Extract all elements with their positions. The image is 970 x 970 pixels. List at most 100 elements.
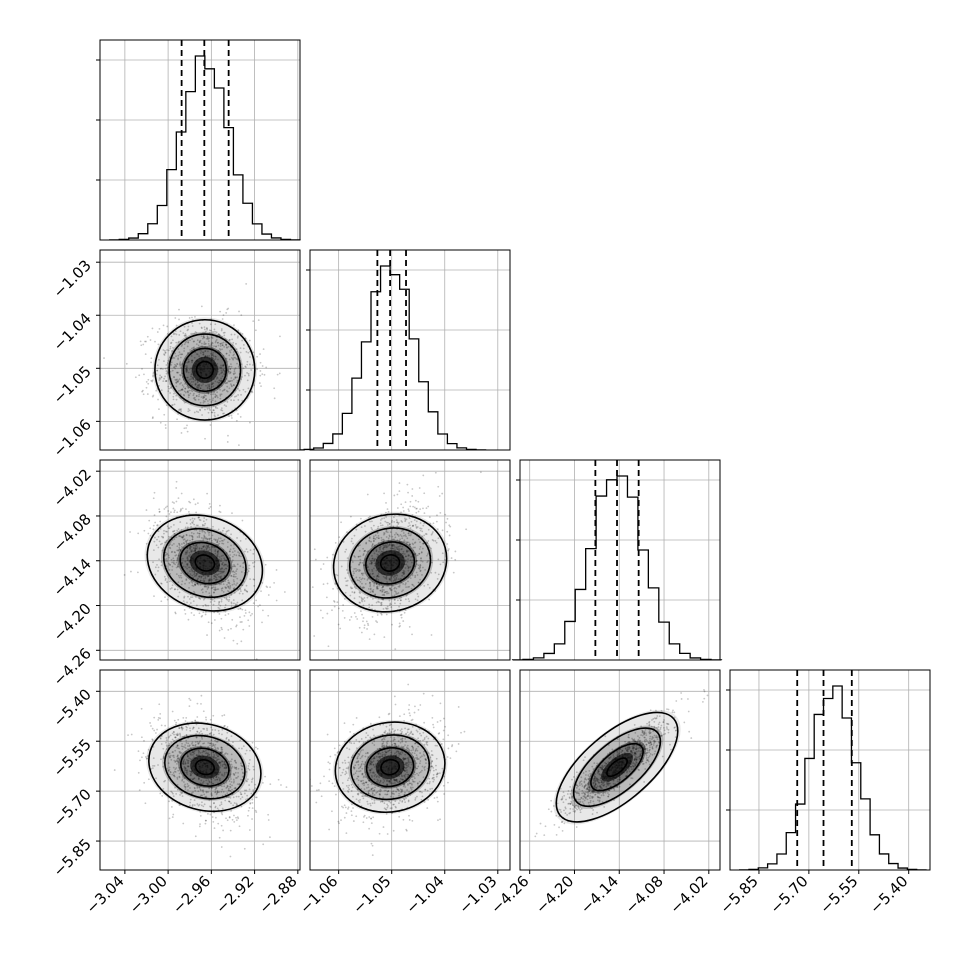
scatter-point xyxy=(198,518,201,521)
scatter-point xyxy=(203,728,206,730)
scatter-point xyxy=(193,614,195,617)
scatter-point xyxy=(198,341,201,344)
scatter-point xyxy=(192,756,195,758)
scatter-point xyxy=(174,588,177,591)
scatter-point xyxy=(393,587,396,590)
scatter-point xyxy=(198,340,201,343)
scatter-point xyxy=(409,500,412,503)
scatter-point xyxy=(200,396,203,398)
scatter-point xyxy=(247,767,250,770)
scatter-point xyxy=(397,578,400,581)
scatter-point xyxy=(187,341,190,344)
scatter-point xyxy=(168,569,171,571)
scatter-point xyxy=(248,806,251,809)
scatter-point xyxy=(344,591,347,594)
scatter-point xyxy=(233,580,235,583)
scatter-point xyxy=(233,370,236,373)
scatter-point xyxy=(358,570,360,573)
scatter-point xyxy=(166,530,168,533)
scatter-point xyxy=(404,520,407,523)
scatter-point xyxy=(210,739,213,742)
scatter-point xyxy=(168,556,170,559)
scatter-point xyxy=(191,741,194,744)
scatter-point xyxy=(372,771,375,774)
scatter-point xyxy=(199,752,202,754)
scatter-point xyxy=(247,351,250,354)
scatter-point xyxy=(232,351,235,353)
scatter-point xyxy=(142,393,145,396)
scatter-point xyxy=(210,733,213,736)
scatter-point xyxy=(189,777,192,780)
scatter-point xyxy=(409,782,411,785)
scatter-point xyxy=(229,829,232,832)
scatter-point xyxy=(222,561,224,564)
scatter-point xyxy=(251,818,253,820)
scatter-point xyxy=(185,734,188,737)
scatter-point xyxy=(152,757,155,759)
scatter-point xyxy=(225,352,228,355)
scatter-point xyxy=(190,550,193,553)
scatter-point xyxy=(159,737,162,739)
scatter-point xyxy=(201,794,204,797)
scatter-point xyxy=(202,334,205,337)
scatter-point xyxy=(169,564,172,566)
scatter-point xyxy=(383,517,386,520)
scatter-point xyxy=(197,778,200,781)
scatter-point xyxy=(255,811,258,813)
scatter-point xyxy=(205,549,208,552)
scatter-point xyxy=(176,378,178,381)
scatter-point xyxy=(165,364,168,366)
scatter-point xyxy=(176,755,179,757)
scatter-point xyxy=(236,362,238,365)
scatter-point xyxy=(198,383,201,386)
scatter-point xyxy=(206,540,209,543)
scatter-point xyxy=(360,764,363,766)
scatter-point xyxy=(230,602,233,605)
scatter-point xyxy=(170,525,172,528)
scatter-point xyxy=(374,538,377,540)
scatter-point xyxy=(183,394,186,397)
scatter-point xyxy=(194,379,197,382)
scatter-point xyxy=(191,538,194,541)
scatter-point xyxy=(394,546,396,548)
scatter-point xyxy=(187,748,189,750)
scatter-point xyxy=(214,788,217,791)
scatter-point xyxy=(158,540,161,543)
hist-panel-2 xyxy=(511,459,723,661)
scatter-point xyxy=(186,563,189,566)
scatter-point xyxy=(352,574,354,577)
scatter-point xyxy=(217,758,220,761)
scatter-point xyxy=(190,747,193,750)
scatter-point xyxy=(216,747,219,749)
scatter-point xyxy=(214,586,217,589)
scatter-point xyxy=(236,537,238,539)
scatter-point xyxy=(166,598,169,601)
scatter-point xyxy=(236,776,238,779)
scatter-point xyxy=(364,795,366,797)
scatter-point xyxy=(242,772,244,775)
scatter-point xyxy=(185,334,187,337)
scatter-point xyxy=(252,548,255,551)
scatter-point xyxy=(189,746,192,749)
scatter-point xyxy=(237,387,239,390)
scatter-point xyxy=(204,537,207,540)
scatter-point xyxy=(422,507,424,510)
scatter-point xyxy=(231,379,234,382)
scatter-point xyxy=(231,618,234,621)
scatter-point xyxy=(153,765,156,767)
scatter-point xyxy=(230,384,233,387)
scatter-point xyxy=(198,395,200,398)
scatter-point xyxy=(199,352,202,354)
scatter-point xyxy=(200,779,203,782)
scatter-point xyxy=(353,534,356,537)
scatter-point xyxy=(242,561,245,564)
scatter-point xyxy=(228,338,231,341)
scatter-point xyxy=(154,521,157,524)
scatter-point xyxy=(215,377,218,380)
scatter-point xyxy=(244,588,246,591)
scatter-point xyxy=(393,575,396,577)
scatter-point xyxy=(363,782,366,785)
scatter-point xyxy=(208,537,211,540)
scatter-point xyxy=(192,547,195,549)
scatter-point xyxy=(175,355,177,358)
